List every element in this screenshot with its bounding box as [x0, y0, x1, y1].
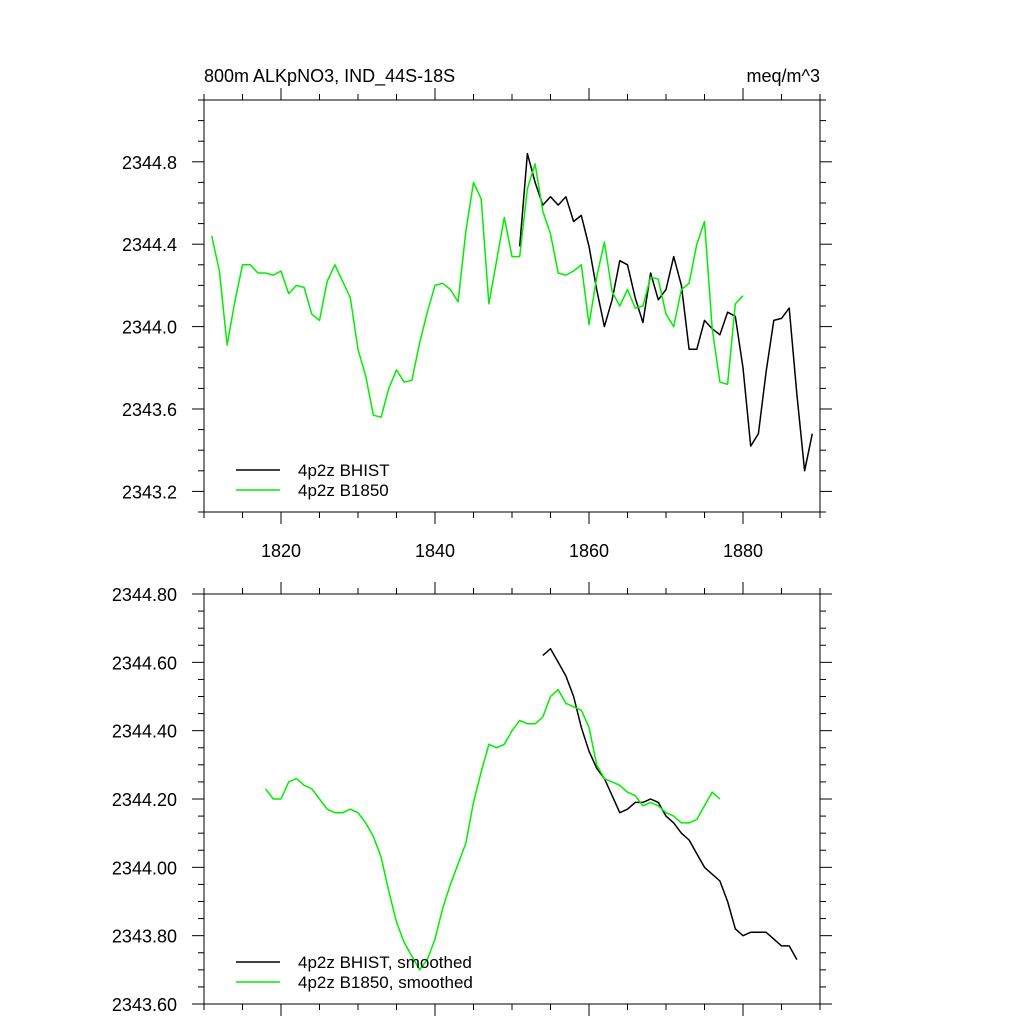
y-tick-label: 2344.4: [122, 235, 177, 255]
y-tick-label: 2344.80: [112, 585, 177, 605]
y-tick-label: 2344.0: [122, 318, 177, 338]
series-line-b1850: [265, 688, 721, 971]
y-tick-label: 2343.80: [112, 927, 177, 947]
x-tick-label: 1820: [261, 541, 301, 561]
plot-frame: [203, 99, 821, 513]
top-panel: 800m ALKpNO3, IND_44S-18S meq/m^3 1820 18…: [122, 66, 832, 561]
bottom-panel: 2343.60 2343.80 2344.00 2344.20 2344.40 2344.…: [112, 582, 832, 1016]
top-panel-title: 800m ALKpNO3, IND_44S-18S: [204, 66, 455, 87]
x-tick-label: 1860: [569, 541, 609, 561]
y-tick-label: 2344.60: [112, 653, 177, 673]
bottom-panel-legend: 4p2z BHIST, smoothed 4p2z B1850, smoothe…: [236, 953, 473, 992]
series-line-bhist: [542, 647, 798, 960]
legend-label-bhist: 4p2z BHIST: [298, 461, 390, 480]
legend-label-b1850-smoothed: 4p2z B1850, smoothed: [298, 973, 473, 992]
top-panel-legend: 4p2z BHIST 4p2z B1850: [236, 461, 390, 500]
y-tick-label: 2343.2: [122, 482, 177, 502]
series-line-b1850: [210, 163, 744, 418]
x-tick-label: 1880: [723, 541, 763, 561]
y-tick-label: 2344.8: [122, 153, 177, 173]
legend-label-b1850: 4p2z B1850: [298, 481, 389, 500]
bottom-panel-series: [265, 647, 798, 971]
x-tick-label: 1840: [415, 541, 455, 561]
y-tick-label: 2343.6: [122, 400, 177, 420]
legend-label-bhist-smoothed: 4p2z BHIST, smoothed: [298, 953, 472, 972]
y-tick-label: 2344.00: [112, 858, 177, 878]
bottom-panel-axes: 2343.60 2343.80 2344.00 2344.20 2344.40 2344.…: [112, 582, 832, 1016]
y-tick-label: 2343.60: [112, 995, 177, 1015]
series-line-bhist: [518, 152, 814, 472]
top-panel-units: meq/m^3: [747, 66, 820, 86]
y-tick-label: 2344.20: [112, 790, 177, 810]
top-panel-series: [210, 152, 814, 472]
plot-frame: [203, 593, 821, 1005]
top-panel-axes: 1820 1840 1860 1880 2343.2 2343.6 2344.0 2344.4…: [122, 88, 832, 561]
y-tick-label: 2344.40: [112, 722, 177, 742]
